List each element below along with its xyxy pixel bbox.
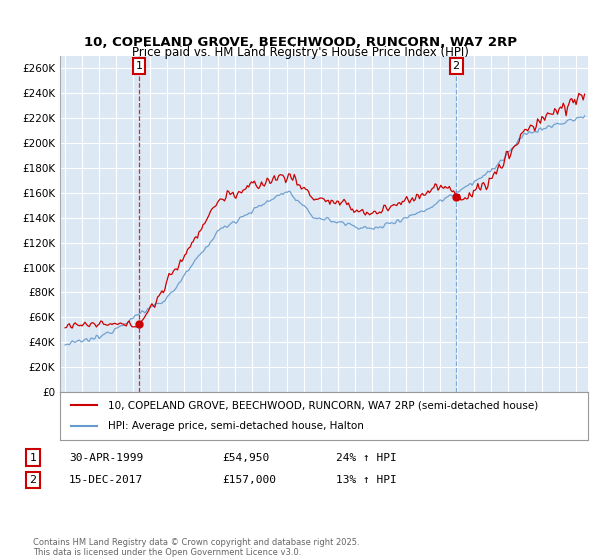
- Text: £54,950: £54,950: [222, 452, 269, 463]
- Text: £157,000: £157,000: [222, 475, 276, 485]
- Text: 13% ↑ HPI: 13% ↑ HPI: [336, 475, 397, 485]
- Text: Price paid vs. HM Land Registry's House Price Index (HPI): Price paid vs. HM Land Registry's House …: [131, 46, 469, 59]
- Text: 30-APR-1999: 30-APR-1999: [69, 452, 143, 463]
- Text: HPI: Average price, semi-detached house, Halton: HPI: Average price, semi-detached house,…: [107, 421, 364, 431]
- Text: 10, COPELAND GROVE, BEECHWOOD, RUNCORN, WA7 2RP (semi-detached house): 10, COPELAND GROVE, BEECHWOOD, RUNCORN, …: [107, 400, 538, 410]
- Text: 2: 2: [452, 61, 460, 71]
- Text: 24% ↑ HPI: 24% ↑ HPI: [336, 452, 397, 463]
- Text: 2: 2: [29, 475, 37, 485]
- Text: 1: 1: [29, 452, 37, 463]
- Text: 1: 1: [136, 61, 142, 71]
- Text: 15-DEC-2017: 15-DEC-2017: [69, 475, 143, 485]
- Text: Contains HM Land Registry data © Crown copyright and database right 2025.
This d: Contains HM Land Registry data © Crown c…: [33, 538, 359, 557]
- Text: 10, COPELAND GROVE, BEECHWOOD, RUNCORN, WA7 2RP: 10, COPELAND GROVE, BEECHWOOD, RUNCORN, …: [83, 35, 517, 49]
